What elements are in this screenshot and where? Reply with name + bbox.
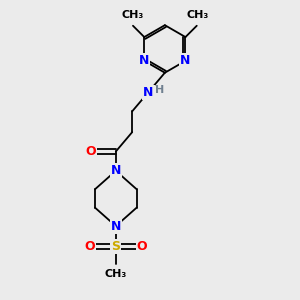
Text: N: N <box>139 54 149 67</box>
Text: N: N <box>111 220 121 232</box>
Text: CH₃: CH₃ <box>186 11 208 20</box>
Text: CH₃: CH₃ <box>105 268 127 279</box>
Text: S: S <box>111 240 120 253</box>
Text: H: H <box>155 85 164 95</box>
Text: CH₃: CH₃ <box>121 11 143 20</box>
Text: O: O <box>86 145 97 158</box>
Text: O: O <box>137 240 147 253</box>
Text: N: N <box>143 85 154 98</box>
Text: N: N <box>111 164 121 177</box>
Text: N: N <box>180 54 190 67</box>
Text: O: O <box>84 240 95 253</box>
